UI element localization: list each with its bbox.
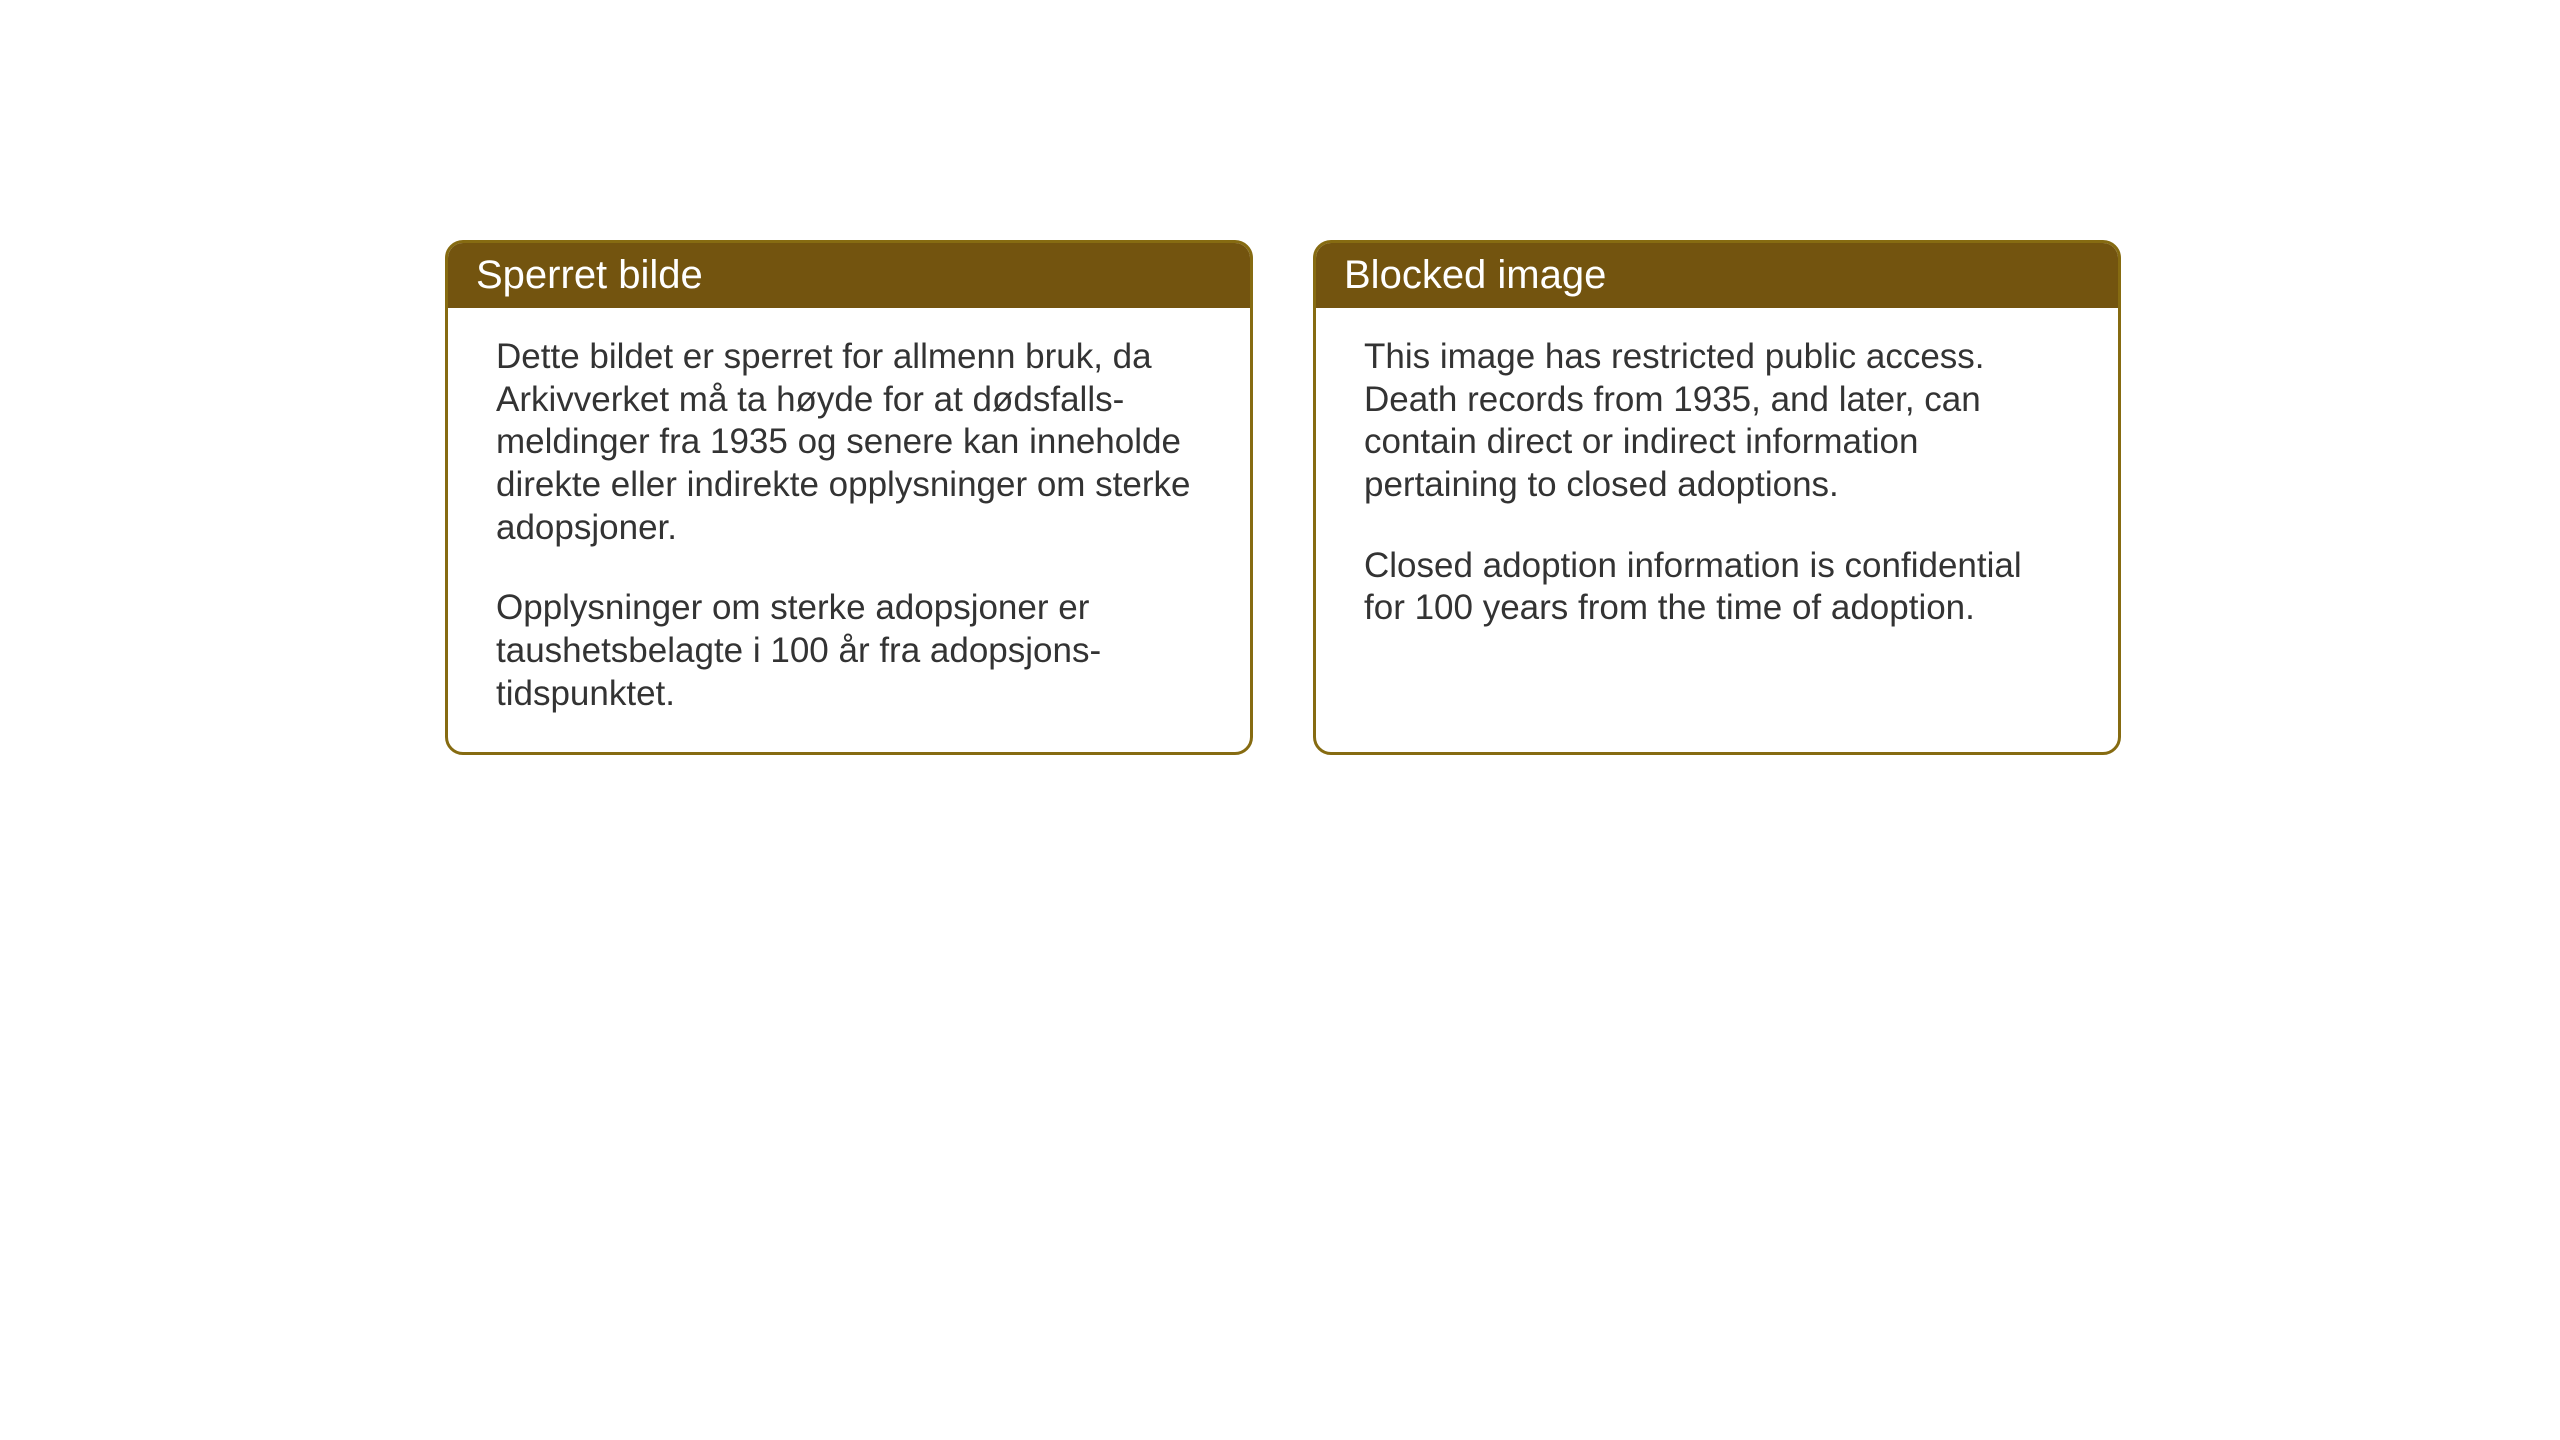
blocked-image-card-norwegian: Sperret bilde Dette bildet er sperret fo… bbox=[445, 240, 1253, 755]
card-title-norwegian: Sperret bilde bbox=[476, 253, 703, 297]
card-paragraph-1-norwegian: Dette bildet er sperret for allmenn bruk… bbox=[496, 336, 1202, 549]
card-header-norwegian: Sperret bilde bbox=[448, 243, 1250, 308]
blocked-image-card-english: Blocked image This image has restricted … bbox=[1313, 240, 2121, 755]
card-title-english: Blocked image bbox=[1344, 253, 1606, 297]
card-body-english: This image has restricted public access.… bbox=[1316, 308, 2118, 726]
card-paragraph-2-norwegian: Opplysninger om sterke adopsjoner er tau… bbox=[496, 587, 1202, 715]
card-body-norwegian: Dette bildet er sperret for allmenn bruk… bbox=[448, 308, 1250, 752]
card-paragraph-2-english: Closed adoption information is confident… bbox=[1364, 545, 2070, 630]
card-paragraph-1-english: This image has restricted public access.… bbox=[1364, 336, 2070, 507]
card-header-english: Blocked image bbox=[1316, 243, 2118, 308]
card-container: Sperret bilde Dette bildet er sperret fo… bbox=[445, 240, 2121, 755]
